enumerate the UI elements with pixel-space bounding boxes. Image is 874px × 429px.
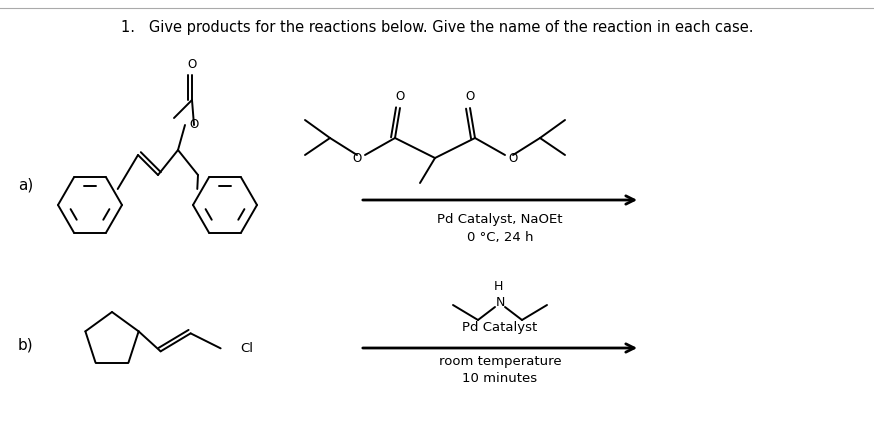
Text: a): a): [18, 178, 33, 193]
Text: O: O: [352, 151, 362, 164]
Text: b): b): [18, 338, 33, 353]
Text: H: H: [493, 280, 503, 293]
Text: O: O: [395, 90, 405, 103]
Text: 0 °C, 24 h: 0 °C, 24 h: [467, 232, 533, 245]
Text: O: O: [465, 90, 475, 103]
Text: O: O: [509, 151, 517, 164]
Text: O: O: [187, 58, 197, 72]
Text: Pd Catalyst: Pd Catalyst: [462, 321, 538, 335]
Text: O: O: [190, 118, 198, 132]
Text: room temperature: room temperature: [439, 356, 561, 369]
Text: Pd Catalyst, NaOEt: Pd Catalyst, NaOEt: [437, 214, 563, 227]
Text: 10 minutes: 10 minutes: [462, 372, 538, 384]
Text: Cl: Cl: [240, 342, 253, 355]
Text: 1.   Give products for the reactions below. Give the name of the reaction in eac: 1. Give products for the reactions below…: [121, 20, 753, 35]
Text: N: N: [496, 296, 504, 308]
